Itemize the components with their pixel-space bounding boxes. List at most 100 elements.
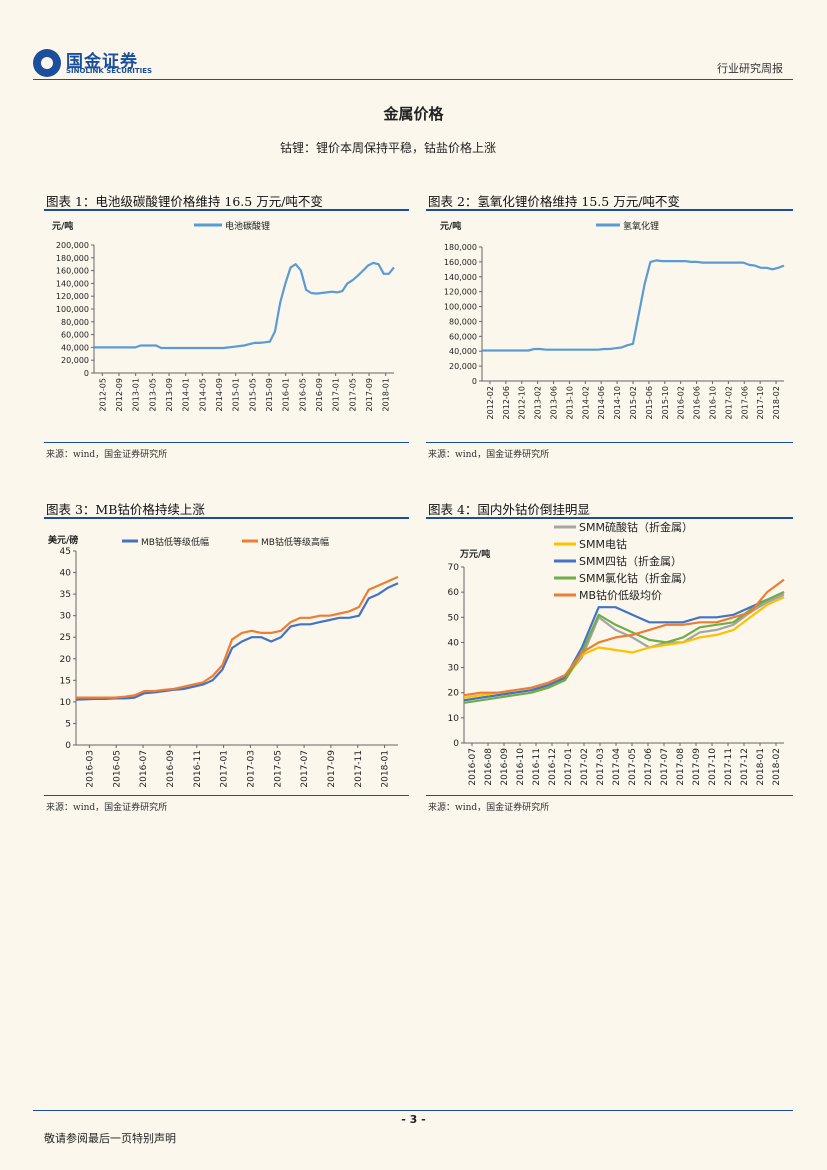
x-tick-label: 2014-01 [182,378,191,411]
y-tick-label: 100,000 [56,305,89,314]
logo-cn: 国金证券 [66,52,138,72]
series-line-5 [463,578,785,697]
y-tick-label: 160,000 [56,267,89,276]
chart-4-title: 图表 4：国内外钴价倒挂明显 [428,502,590,517]
x-tick-label: 2018-02 [772,748,782,786]
chart-1-lithium-carbonate: 元/吨 0 20,000 40,000 60,000 80,000 100,000 120,0… [52,220,395,411]
header-divider [33,79,793,80]
series-line-4 [463,591,785,704]
x-tick-label: 2016-03 [85,750,95,788]
y-tick-label: 60,000 [449,332,477,341]
x-tick-label: 2017-11 [724,748,734,786]
y-tick-label: 180,000 [56,254,89,263]
x-tick-label: 2017-03 [246,750,256,788]
chart-3-title: 图表 3：MB钴价格持续上涨 [46,502,205,517]
x-tick-label: 2017-06 [740,386,749,419]
y-tick-label: 45 [60,547,71,557]
chart-1-top-rule [44,209,409,211]
y-tick-label: 40 [448,638,460,648]
x-tick-label: 2016-06 [693,386,702,419]
x-tick-label: 2017-01 [564,748,574,786]
x-tick-label: 2015-02 [629,386,638,419]
chart-unit-label: 美元/磅 [48,534,78,546]
chart-2-lithium-hydroxide: 元/吨 0 20,000 40,000 60,000 80,000 100,000 120,0… [440,220,785,419]
y-tick-label: 200,000 [56,241,89,250]
legend-label-2: SMM电钴 [579,537,627,551]
y-tick-label: 80,000 [449,317,477,326]
chart-1-source: 来源：wind，国金证券研究所 [46,450,168,460]
x-tick-label: 2012-10 [518,386,527,419]
y-tick-label: 20,000 [61,356,89,365]
x-tick-label: 2017-02 [580,748,590,786]
chart-unit-label: 万元/吨 [459,548,490,560]
x-tick-label: 2012-09 [115,378,124,411]
x-tick-label: 2016-09 [166,750,176,788]
y-tick-label: 160,000 [444,258,477,267]
x-tick-label: 2015-01 [232,378,241,411]
y-tick-label: 30 [448,664,460,674]
x-tick-label: 2014-02 [581,386,590,419]
x-tick-label: 2015-09 [265,378,274,411]
x-tick-label: 2016-09 [315,378,324,411]
y-tick-label: 140,000 [444,273,477,282]
y-tick-label: 180,000 [444,243,477,252]
y-tick-label: 20 [448,689,460,699]
y-tick-label: 30 [60,612,72,622]
y-tick-label: 100,000 [444,303,477,312]
x-tick-label: 2017-11 [354,750,364,788]
x-tick-label: 2016-01 [282,378,291,411]
y-tick-label: 140,000 [56,279,89,288]
chart-3-source: 来源：wind，国金证券研究所 [46,803,168,813]
x-tick-label: 2018-02 [772,386,781,419]
y-tick-label: 40,000 [61,343,89,352]
x-tick-label: 2017-03 [596,748,606,786]
x-tick-label: 2016-05 [112,750,122,788]
legend-label-3: SMM四钴（折金属） [579,554,682,568]
page-number: - 3 - [401,1113,426,1126]
x-tick-label: 2015-05 [248,378,257,411]
logo-en: SINOLINK SECURITIES [66,67,153,75]
x-tick-label: 2017-09 [692,748,702,786]
chart-3-top-rule [44,517,409,519]
x-tick-label: 2017-07 [300,750,310,788]
x-tick-label: 2013-05 [148,378,157,411]
y-tick-label: 0 [472,377,477,386]
x-tick-label: 2017-05 [273,750,283,788]
y-tick-label: 40,000 [449,347,477,356]
y-tick-label: 5 [65,719,71,729]
x-tick-label: 2018-01 [382,378,391,411]
x-tick-label: 2016-12 [548,748,558,786]
section-subtitle: 钴锂：锂价本周保持平稳，钴盐价格上涨 [280,141,497,155]
y-tick-label: 0 [84,369,89,378]
y-tick-label: 80,000 [61,318,89,327]
chart-1-title: 图表 1：电池级碳酸锂价格维持 16.5 万元/吨不变 [46,194,323,209]
y-tick-label: 10 [448,714,460,724]
series-line-1 [75,582,399,701]
chart-3-bottom-rule [44,795,409,796]
chart-4-source: 来源：wind，国金证券研究所 [428,803,550,813]
chart-unit-label: 元/吨 [440,220,461,232]
x-tick-label: 2013-06 [550,386,559,419]
report-type: 行业研究周报 [717,62,783,75]
y-tick-label: 15 [60,676,71,686]
x-tick-label: 2016-09 [500,748,510,786]
x-tick-label: 2015-06 [645,386,654,419]
x-tick-label: 2017-09 [327,750,337,788]
legend-label-1: SMM硫酸钴（折金属） [579,521,693,534]
x-tick-label: 2017-07 [660,748,670,786]
x-tick-label: 2018-01 [381,750,391,788]
x-tick-label: 2014-10 [613,386,622,419]
footer-divider [33,1110,793,1111]
series-line-3 [463,591,785,702]
y-tick-label: 0 [453,739,459,749]
x-tick-label: 2018-01 [756,748,766,786]
y-tick-label: 0 [65,741,71,751]
x-tick-label: 2013-10 [565,386,574,419]
x-tick-label: 2017-06 [644,748,654,786]
chart-4-cobalt-comparison: 万元/吨 0 10 20 30 40 50 60 70 2016-07 2016-08 2016-09… [448,521,785,786]
x-tick-label: 2017-09 [365,378,374,411]
series-line-1 [482,259,785,352]
x-tick-label: 2015-10 [661,386,670,419]
chart-2-bottom-rule [426,442,793,443]
chart-1-bottom-rule [44,442,409,443]
